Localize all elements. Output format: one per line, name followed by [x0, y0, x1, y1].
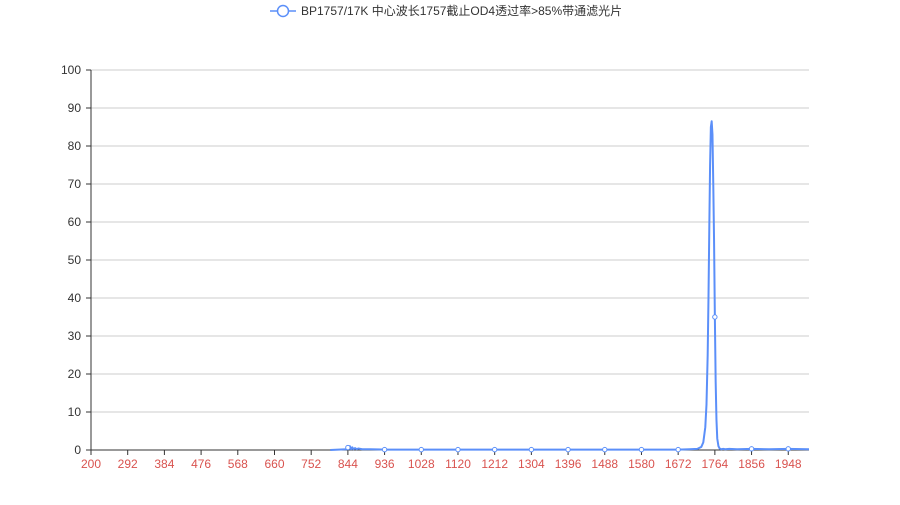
x-tick-label: 200 — [81, 457, 101, 471]
data-point — [602, 446, 608, 453]
x-tick-label: 844 — [338, 457, 358, 471]
x-tick-label: 1212 — [481, 457, 508, 471]
y-tick-label: 80 — [68, 139, 82, 153]
data-point — [785, 446, 791, 452]
x-tick-label: 1028 — [408, 457, 435, 471]
data-point — [418, 446, 424, 453]
data-point — [528, 446, 535, 453]
series-group — [330, 120, 810, 453]
y-tick-label: 10 — [68, 405, 82, 419]
x-tick-label: 384 — [154, 457, 174, 471]
series-line — [330, 120, 810, 451]
x-tick-label: 292 — [118, 457, 138, 471]
y-tick-label: 40 — [68, 291, 82, 305]
x-tick-label: 1396 — [555, 457, 582, 471]
x-tick-label: 1764 — [702, 457, 729, 471]
grid-lines — [91, 69, 809, 413]
y-tick-label: 70 — [68, 177, 82, 191]
x-tick-label: 752 — [301, 457, 321, 471]
x-tick-label: 660 — [264, 457, 284, 471]
y-tick-label: 60 — [68, 215, 82, 229]
data-point — [345, 444, 351, 451]
x-axis: 200 292 384 476 568 660 752 844 936 1028 1120 1212 1… — [81, 449, 809, 471]
x-tick-label: 1488 — [591, 457, 618, 471]
y-tick-label: 20 — [68, 367, 82, 381]
x-tick-label: 1672 — [665, 457, 692, 471]
y-tick-label: 0 — [74, 443, 81, 457]
x-tick-label: 476 — [191, 457, 211, 471]
x-tick-label: 1948 — [775, 457, 802, 471]
y-axis: 0 10 20 30 40 50 60 70 80 90 100 — [61, 63, 92, 457]
legend[interactable]: BP1757/17K 中心波长1757截止OD4透过率>85%带通滤光片 — [270, 3, 622, 18]
data-point — [712, 314, 718, 320]
data-point — [455, 446, 461, 453]
data-point — [675, 446, 681, 453]
legend-marker-icon — [276, 4, 290, 18]
x-tick-label: 1304 — [518, 457, 545, 471]
legend-label: BP1757/17K 中心波长1757截止OD4透过率>85%带通滤光片 — [301, 3, 622, 18]
y-tick-label: 90 — [68, 101, 82, 115]
data-point — [565, 446, 571, 453]
x-tick-label: 1120 — [445, 457, 471, 471]
x-tick-label: 568 — [228, 457, 248, 471]
y-tick-label: 50 — [68, 253, 82, 267]
data-point — [638, 446, 645, 453]
y-tick-label: 30 — [68, 329, 82, 343]
data-point — [491, 446, 498, 453]
x-tick-label: 936 — [375, 457, 395, 471]
y-tick-label: 100 — [61, 63, 81, 77]
x-tick-label: 1580 — [628, 457, 655, 471]
data-point — [381, 446, 388, 453]
x-tick-label: 1856 — [738, 457, 765, 471]
data-point — [748, 446, 755, 452]
